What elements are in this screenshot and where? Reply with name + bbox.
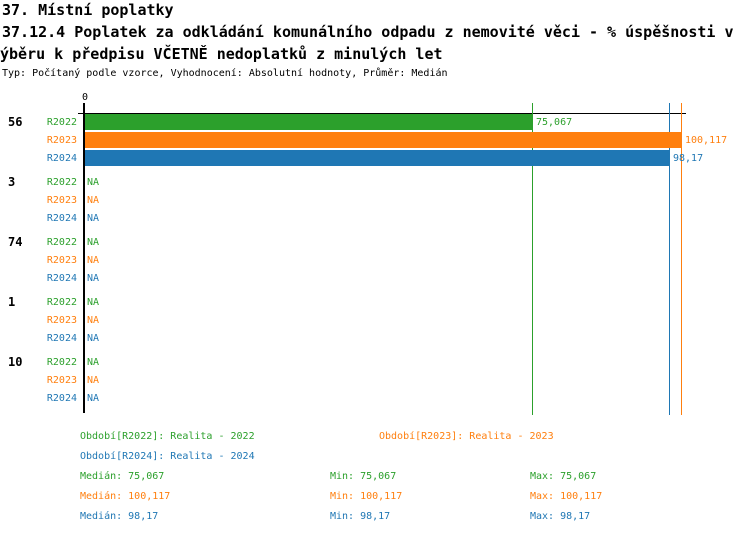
chart-row: R2022 NA xyxy=(0,354,750,370)
row-label-r2022: R2022 xyxy=(46,356,77,368)
row-label-r2024: R2024 xyxy=(46,272,77,284)
group-label: 10 xyxy=(8,355,23,369)
chart-row: R2023 100,117 xyxy=(0,132,750,148)
bar-r2024 xyxy=(85,150,669,166)
stat-min-r2022: Min: 75,067 xyxy=(330,471,397,482)
na-value: NA xyxy=(87,254,100,266)
row-label-r2023: R2023 xyxy=(46,254,77,266)
chart-row: R2024 NA xyxy=(0,330,750,346)
group-label: 3 xyxy=(8,175,16,189)
bar-r2023 xyxy=(85,132,681,148)
chart-row: R2022 NA xyxy=(0,234,750,250)
chart-row: R2023 NA xyxy=(0,372,750,388)
stat-median-r2024: Medián: 98,17 xyxy=(80,511,159,522)
na-value: NA xyxy=(87,314,100,326)
plot-top-border xyxy=(78,113,686,114)
row-label-r2022: R2022 xyxy=(46,116,77,128)
row-label-r2023: R2023 xyxy=(46,194,77,206)
row-label-r2023: R2023 xyxy=(46,314,77,326)
chart-row: R2024 NA xyxy=(0,270,750,286)
row-label-r2024: R2024 xyxy=(46,392,77,404)
row-label-r2024: R2024 xyxy=(46,152,77,164)
x-axis-zero-tick-label: 0 xyxy=(81,92,89,103)
row-label-r2022: R2022 xyxy=(46,176,77,188)
median-line-r2024 xyxy=(669,103,670,415)
report-section-title: 37. Místní poplatky xyxy=(2,1,174,19)
legend-period-r2024: Období[R2024]: Realita - 2024 xyxy=(80,451,255,462)
bar-value-label: 75,067 xyxy=(536,116,573,128)
chart-row: R2024 NA xyxy=(0,210,750,226)
stat-median-r2022: Medián: 75,067 xyxy=(80,471,165,482)
bar-r2022 xyxy=(85,114,532,130)
report-meta: Typ: Počítaný podle vzorce, Vyhodnocení:… xyxy=(2,68,448,79)
indicator-title-line2: ýběru k předpisu VČETNĚ nedoplatků z min… xyxy=(0,45,443,63)
y-axis-line xyxy=(83,103,85,413)
row-label-r2022: R2022 xyxy=(46,296,77,308)
stat-median-r2023: Medián: 100,117 xyxy=(80,491,171,502)
row-label-r2023: R2023 xyxy=(46,134,77,146)
na-value: NA xyxy=(87,194,100,206)
na-value: NA xyxy=(87,332,100,344)
chart-row: R2022 NA xyxy=(0,174,750,190)
median-line-r2022 xyxy=(532,103,533,415)
chart-row: R2024 98,17 xyxy=(0,150,750,166)
stat-max-r2022: Max: 75,067 xyxy=(530,471,597,482)
row-label-r2024: R2024 xyxy=(46,212,77,224)
legend-period-r2023: Období[R2023]: Realita - 2023 xyxy=(379,431,554,442)
group-label: 56 xyxy=(8,115,23,129)
stat-max-r2024: Max: 98,17 xyxy=(530,511,591,522)
na-value: NA xyxy=(87,296,100,308)
median-line-r2023 xyxy=(681,103,682,415)
row-label-r2023: R2023 xyxy=(46,374,77,386)
legend-period-r2022: Období[R2022]: Realita - 2022 xyxy=(80,431,255,442)
na-value: NA xyxy=(87,392,100,404)
bar-value-label: 98,17 xyxy=(673,152,704,164)
group-label: 1 xyxy=(8,295,16,309)
na-value: NA xyxy=(87,272,100,284)
row-label-r2022: R2022 xyxy=(46,236,77,248)
stat-min-r2023: Min: 100,117 xyxy=(330,491,403,502)
na-value: NA xyxy=(87,176,100,188)
group-label: 74 xyxy=(8,235,23,249)
bar-value-label: 100,117 xyxy=(685,134,728,146)
chart-row: R2023 NA xyxy=(0,312,750,328)
stat-min-r2024: Min: 98,17 xyxy=(330,511,391,522)
row-label-r2024: R2024 xyxy=(46,332,77,344)
chart-row: R2022 75,067 xyxy=(0,114,750,130)
na-value: NA xyxy=(87,212,100,224)
na-value: NA xyxy=(87,356,100,368)
chart-row: R2023 NA xyxy=(0,192,750,208)
stat-max-r2023: Max: 100,117 xyxy=(530,491,603,502)
na-value: NA xyxy=(87,374,100,386)
chart-row: R2023 NA xyxy=(0,252,750,268)
indicator-title-line1: 37.12.4 Poplatek za odkládání komunálníh… xyxy=(2,23,734,41)
chart-row: R2022 NA xyxy=(0,294,750,310)
na-value: NA xyxy=(87,236,100,248)
chart-row: R2024 NA xyxy=(0,390,750,406)
